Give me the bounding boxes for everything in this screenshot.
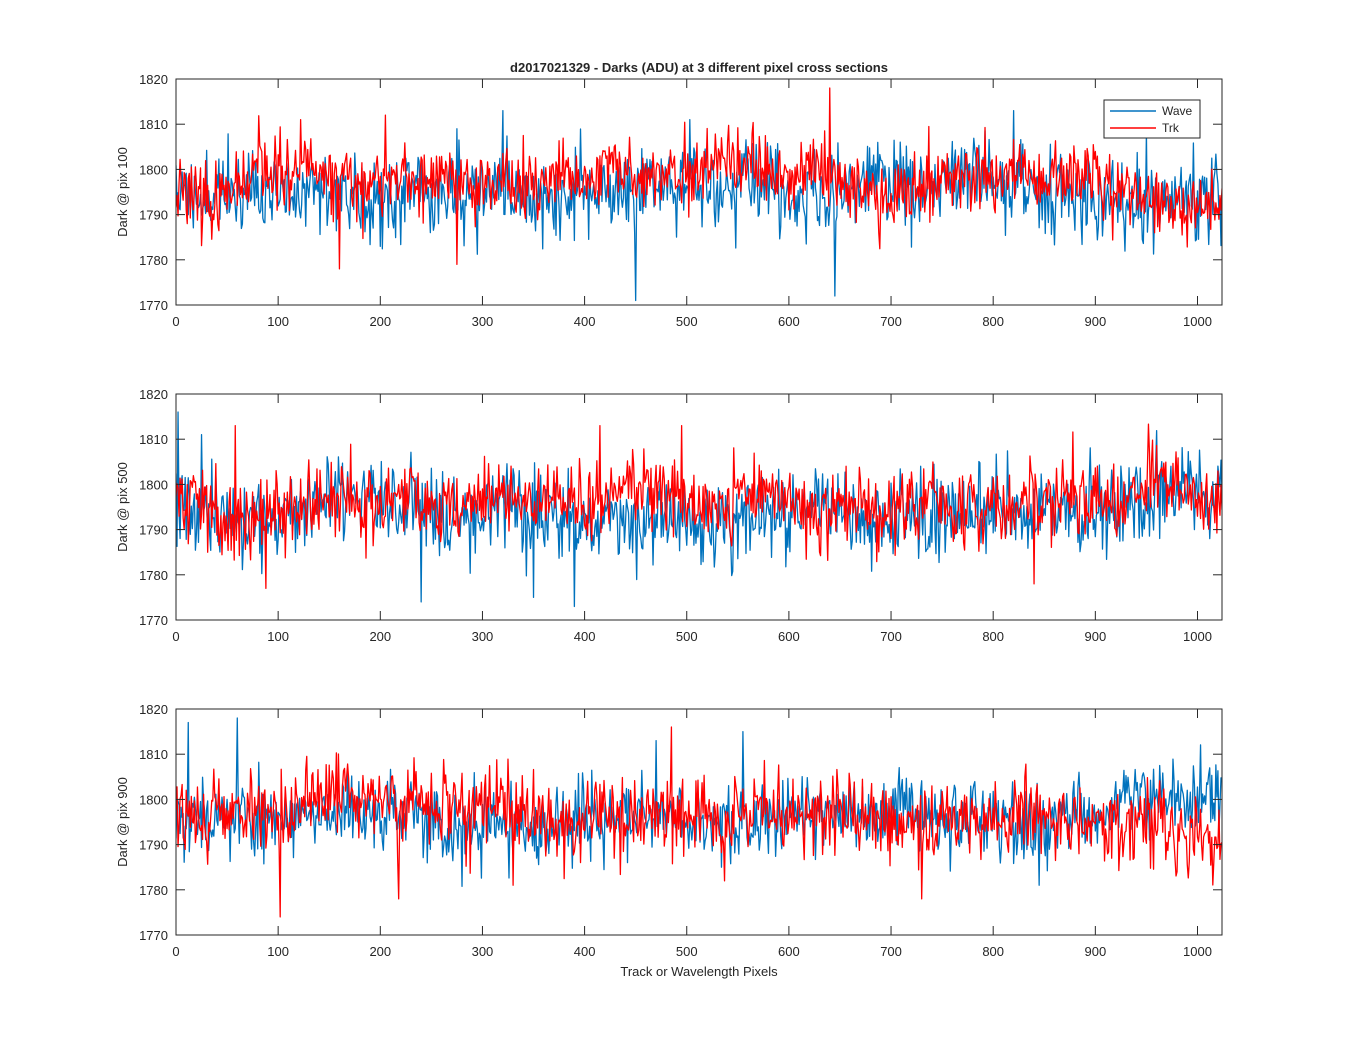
x-axis-label: Track or Wavelength Pixels: [620, 964, 778, 979]
x-tick-label: 1000: [1183, 314, 1212, 329]
y-tick-label: 1780: [139, 883, 168, 898]
series-line-trk: [176, 726, 1222, 918]
x-tick-label: 700: [880, 629, 902, 644]
x-tick-label: 500: [676, 314, 698, 329]
y-axis-label: Dark @ pix 100: [115, 147, 130, 237]
subplots: 0 100 200 300 400 500 600 700 800 900 100017701780…: [115, 72, 1223, 959]
x-tick-label: 500: [676, 629, 698, 644]
x-tick-label: 200: [369, 944, 391, 959]
x-tick-label: 900: [1084, 314, 1106, 329]
axes-box: [175, 708, 1223, 936]
x-tick-label: 700: [880, 314, 902, 329]
x-tick-label: 600: [778, 944, 800, 959]
legend-box: [1103, 99, 1201, 139]
subplot-3: 0 100 200 300 400 500 600 700 800 900 1000 1770 1780…: [115, 702, 1223, 959]
y-tick-label: 1800: [139, 792, 168, 807]
y-tick-label: 1790: [139, 838, 168, 853]
x-tick-label: 200: [369, 629, 391, 644]
y-axis-label: Dark @ pix 900: [115, 777, 130, 867]
axes-box: [175, 393, 1223, 621]
subplot-2: 0 100 200 300 400 500 600 700 800 900 1000 1770 1780…: [115, 387, 1223, 644]
series-group: [176, 411, 1222, 608]
x-tick-label: 600: [778, 314, 800, 329]
y-tick-label: 1820: [139, 387, 168, 402]
x-tick-label: 900: [1084, 629, 1106, 644]
subplot-1: 0 100 200 300 400 500 600 700 800 900 1000 1770 1780…: [115, 72, 1223, 329]
y-tick-label: 1820: [139, 702, 168, 717]
x-tick-label: 400: [574, 629, 596, 644]
y-tick-label: 1790: [139, 208, 168, 223]
x-tick-label: 200: [369, 314, 391, 329]
axes-box: [175, 78, 1223, 306]
y-tick-label: 1770: [139, 928, 168, 943]
x-tick-label: 1000: [1183, 944, 1212, 959]
figure-title: d2017021329 - Darks (ADU) at 3 different…: [510, 60, 888, 75]
x-tick-label: 900: [1084, 944, 1106, 959]
y-axis-label: Dark @ pix 500: [115, 462, 130, 552]
x-tick-label: 800: [982, 944, 1004, 959]
x-tick-label: 100: [267, 314, 289, 329]
y-tick-label: 1800: [139, 162, 168, 177]
y-tick-label: 1770: [139, 613, 168, 628]
x-tick-label: 0: [172, 944, 179, 959]
y-tick-label: 1780: [139, 568, 168, 583]
series-line-trk: [176, 423, 1222, 590]
x-tick-label: 300: [472, 629, 494, 644]
x-tick-label: 1000: [1183, 629, 1212, 644]
series-line-trk: [176, 87, 1222, 270]
x-tick-label: 400: [574, 314, 596, 329]
x-tick-label: 100: [267, 944, 289, 959]
y-tick-label: 1790: [139, 523, 168, 538]
x-tick-label: 400: [574, 944, 596, 959]
legend-label-wave: Wave: [1162, 104, 1193, 118]
x-tick-label: 300: [472, 314, 494, 329]
y-tick-label: 1820: [139, 72, 168, 87]
y-tick-label: 1810: [139, 432, 168, 447]
x-tick-label: 800: [982, 314, 1004, 329]
legend: Wave Trk: [1103, 99, 1201, 139]
series-line-wave: [176, 109, 1222, 302]
y-tick-label: 1810: [139, 747, 168, 762]
x-tick-label: 800: [982, 629, 1004, 644]
x-tick-label: 700: [880, 944, 902, 959]
x-tick-label: 0: [172, 314, 179, 329]
series-group: [176, 87, 1222, 302]
x-tick-label: 0: [172, 629, 179, 644]
x-tick-label: 300: [472, 944, 494, 959]
y-tick-label: 1770: [139, 298, 168, 313]
y-tick-label: 1780: [139, 253, 168, 268]
x-tick-label: 100: [267, 629, 289, 644]
x-tick-label: 600: [778, 629, 800, 644]
series-group: [176, 717, 1222, 918]
x-tick-label: 500: [676, 944, 698, 959]
y-tick-label: 1800: [139, 477, 168, 492]
y-tick-label: 1810: [139, 117, 168, 132]
legend-label-trk: Trk: [1162, 121, 1180, 135]
